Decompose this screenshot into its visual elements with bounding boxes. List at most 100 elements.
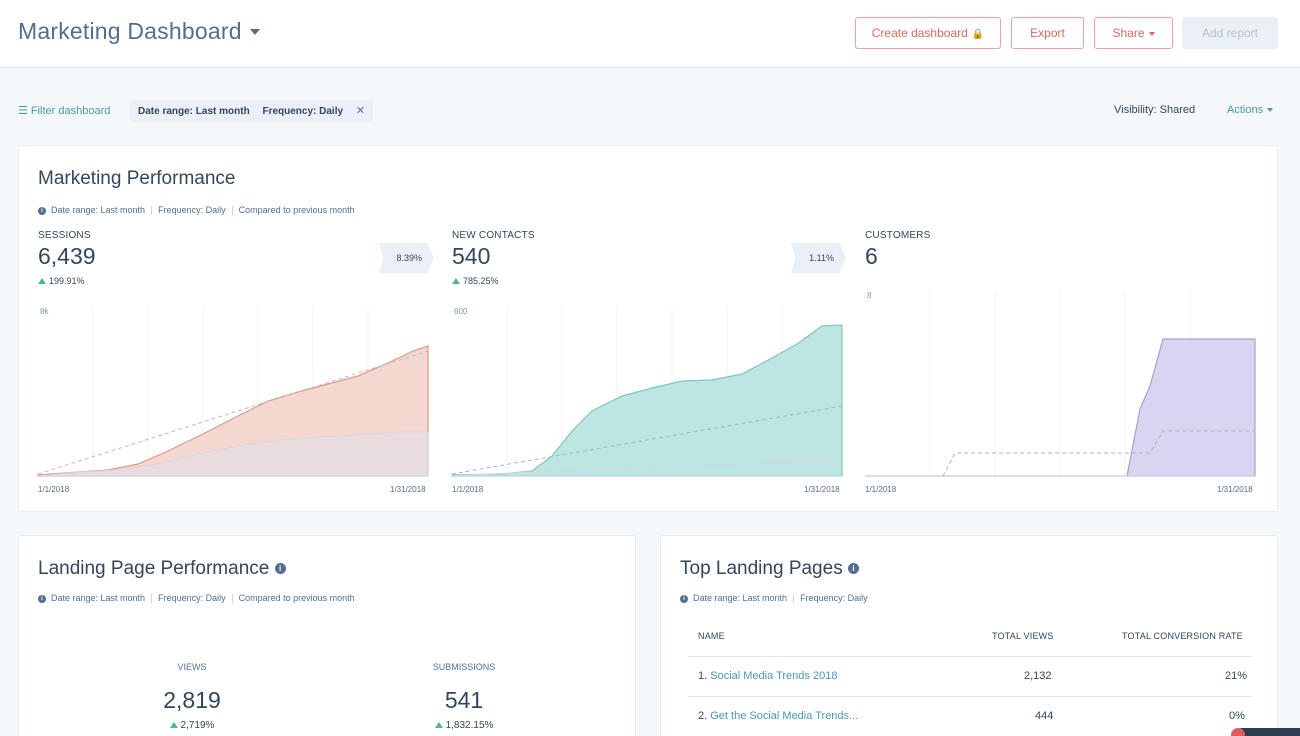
up-triangle-icon	[169, 722, 178, 728]
submissions-change: 1,832.15%	[404, 720, 524, 731]
landing-page-link[interactable]: Get the Social Media Trends...	[710, 710, 859, 722]
new-contacts-conversion-tag: 1.11%	[791, 243, 846, 273]
meta-date-range: Date range: Last month	[51, 205, 146, 215]
views-change-text: 2,719%	[180, 720, 215, 731]
meta-date-range: Date range: Last month	[693, 593, 788, 603]
share-caret-icon	[1148, 31, 1155, 36]
column-header-name[interactable]: NAME	[698, 631, 725, 641]
column-header-conversion-rate[interactable]: TOTAL CONVERSION RATE	[1122, 631, 1243, 641]
clear-filter-close-icon[interactable]: ✕	[355, 105, 366, 117]
actions-dropdown[interactable]: Actions	[1227, 104, 1274, 116]
customers-area	[865, 338, 1256, 477]
sessions-conversion-tag: 8.39%	[379, 243, 434, 273]
filter-sliders-icon: ☰	[18, 105, 28, 117]
top-landing-pages-title-text: Top Landing Pages	[680, 558, 843, 579]
filter-chip[interactable]: Date range: Last month Frequency: Daily …	[130, 100, 374, 122]
landing-page-link[interactable]: Social Media Trends 2018	[710, 670, 838, 682]
lock-icon: 🔒	[971, 29, 985, 40]
filter-dashboard-link[interactable]: ☰ Filter dashboard	[18, 104, 110, 117]
row-total-views: 444	[1035, 710, 1054, 722]
chip-date-range: Date range: Last month	[138, 106, 250, 117]
actions-label: Actions	[1227, 104, 1264, 116]
up-triangle-icon	[434, 722, 443, 728]
create-dashboard-button[interactable]: Create dashboard 🔒	[855, 17, 1001, 49]
up-triangle-icon	[38, 278, 46, 284]
visibility-label: Visibility:	[1114, 104, 1157, 116]
export-button[interactable]: Export	[1011, 17, 1084, 49]
landing-page-performance-title-text: Landing Page Performance	[38, 558, 270, 579]
customers-value: 6	[865, 243, 878, 269]
top-landing-pages-meta: i Date range: Last month Frequency: Daily	[680, 593, 868, 604]
info-icon: i	[38, 206, 46, 215]
customers-trend-line	[942, 430, 1255, 477]
share-button[interactable]: Share	[1094, 17, 1173, 49]
row-total-views: 2,132	[1024, 670, 1052, 682]
row-conversion-rate: 21%	[1225, 670, 1248, 682]
submissions-label: SUBMISSIONS	[432, 662, 496, 672]
customers-date-end: 1/31/2018	[1217, 485, 1253, 494]
dashboard-title[interactable]: Marketing Dashboard	[18, 18, 242, 44]
sessions-value: 6,439	[38, 243, 96, 269]
submissions-change-text: 1,832.15%	[445, 720, 494, 731]
chip-frequency: Frequency: Daily	[262, 106, 344, 117]
chat-widget[interactable]	[1232, 728, 1300, 736]
visibility-value: Shared	[1159, 104, 1196, 116]
views-change: 2,719%	[132, 720, 252, 731]
top-landing-pages-title: Top Landing Pages i	[680, 558, 859, 580]
customers-label: CUSTOMERS	[865, 230, 931, 241]
row-index: 2.	[698, 710, 708, 722]
new-contacts-chart	[451, 306, 843, 477]
new-contacts-date-start: 1/1/2018	[452, 485, 484, 494]
marketing-performance-card: Marketing Performance i Date range: Last …	[18, 145, 1278, 512]
notification-dot	[1231, 728, 1245, 736]
table-divider	[689, 696, 1251, 697]
add-report-label: Add report	[1201, 26, 1259, 40]
landing-page-performance-card: Landing Page Performance i i Date range: …	[18, 535, 636, 736]
meta-frequency: Frequency: Daily	[158, 593, 226, 603]
submissions-value: 541	[444, 687, 484, 713]
sessions-chart	[37, 306, 429, 477]
dashboard-header: Marketing Dashboard Create dashboard 🔒 Ex…	[0, 0, 1300, 68]
share-label: Share	[1112, 26, 1145, 40]
new-contacts-change-text: 785.25%	[463, 276, 499, 286]
actions-caret-icon	[1267, 108, 1274, 113]
filter-bar: ☰ Filter dashboard Date range: Last month…	[18, 100, 1282, 122]
visibility-indicator[interactable]: Visibility: Shared	[1114, 104, 1195, 116]
up-triangle-icon	[452, 278, 460, 284]
filter-dashboard-label: Filter dashboard	[30, 105, 111, 117]
info-icon[interactable]: i	[274, 563, 286, 575]
info-icon: i	[680, 594, 688, 603]
row-conversion-rate: 0%	[1229, 710, 1245, 722]
sessions-previous-area	[37, 431, 429, 477]
sessions-trend-line	[37, 350, 429, 475]
customers-chart	[865, 291, 1256, 477]
sessions-change-text: 199.91%	[49, 276, 85, 286]
meta-date-range: Date range: Last month	[51, 593, 146, 603]
views-label: VIEWS	[177, 662, 207, 672]
row-index: 1.	[698, 670, 708, 682]
new-contacts-previous-line	[451, 460, 843, 477]
new-contacts-value: 540	[452, 243, 491, 269]
column-header-total-views[interactable]: TOTAL VIEWS	[992, 631, 1054, 641]
sessions-date-end: 1/31/2018	[390, 485, 426, 494]
new-contacts-axis-max: 600	[454, 307, 468, 316]
marketing-performance-title: Marketing Performance	[38, 168, 236, 189]
create-dashboard-label: Create dashboard	[871, 26, 968, 40]
info-icon[interactable]: i	[847, 563, 859, 575]
meta-frequency: Frequency: Daily	[800, 593, 868, 603]
dashboard-switcher-caret-icon[interactable]	[250, 29, 260, 35]
sessions-change: 199.91%	[38, 276, 85, 286]
new-contacts-change: 785.25%	[452, 276, 499, 286]
meta-frequency: Frequency: Daily	[158, 205, 226, 215]
sessions-label: SESSIONS	[38, 230, 91, 241]
new-contacts-trend-line	[451, 405, 843, 475]
marketing-performance-meta: i Date range: Last month Frequency: Daily C…	[38, 205, 355, 216]
add-report-button[interactable]: Add report	[1182, 17, 1278, 49]
top-landing-pages-card: Top Landing Pages i i Date range: Last mo…	[660, 535, 1278, 736]
export-label: Export	[1030, 26, 1065, 40]
meta-comparison: Compared to previous month	[238, 593, 355, 603]
table-row: 1. Social Media Trends 2018	[698, 670, 837, 682]
sessions-axis-max: 8k	[40, 307, 49, 316]
new-contacts-label: NEW CONTACTS	[452, 230, 535, 241]
landing-page-performance-title: Landing Page Performance i	[38, 558, 286, 580]
